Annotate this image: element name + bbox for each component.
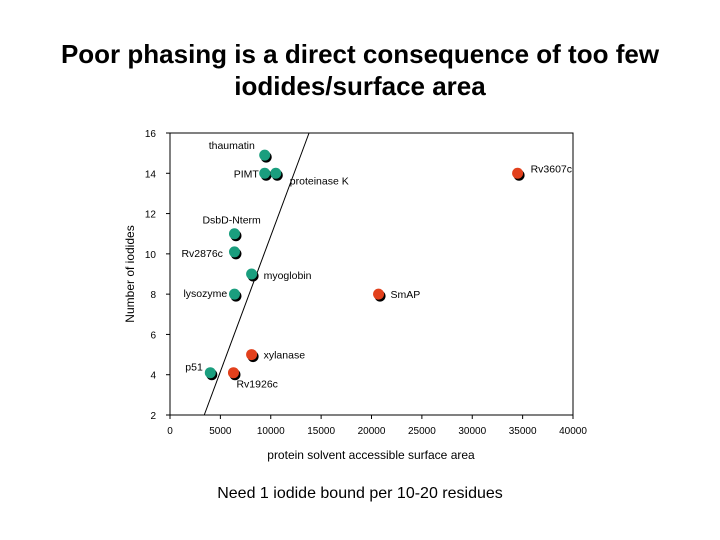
x-tick-label: 10000 (257, 426, 285, 437)
y-axis-ticks: 2 4 6 8 10 12 14 16 (145, 129, 170, 422)
y-tick-label: 4 (150, 371, 156, 382)
x-tick-label: 30000 (458, 426, 486, 437)
data-point (270, 167, 282, 179)
point-label: DsbD-Nterm (202, 215, 261, 227)
point-label: thaumatin (209, 140, 255, 152)
data-points (204, 149, 525, 381)
slide-title: Poor phasing is a direct consequence of … (20, 38, 700, 102)
point-label: SmAP (391, 289, 421, 301)
x-tick-label: 40000 (559, 426, 587, 437)
y-tick-label: 6 (150, 330, 156, 341)
point-label: Rv3607c (531, 163, 572, 175)
x-tick-label: 0 (167, 426, 173, 437)
data-point (259, 149, 271, 161)
data-point (228, 288, 240, 300)
data-point (228, 246, 240, 258)
y-tick-label: 8 (150, 290, 156, 301)
slide-title-line-1: Poor phasing is a direct consequence of … (60, 39, 660, 69)
y-tick-label: 16 (145, 129, 157, 140)
x-tick-label: 20000 (358, 426, 386, 437)
y-tick-label: 12 (145, 210, 157, 221)
x-tick-label: 15000 (307, 426, 335, 437)
data-point (227, 367, 239, 379)
point-label: p51 (185, 362, 203, 374)
x-tick-label: 35000 (509, 426, 537, 437)
data-point (512, 167, 524, 179)
data-point (246, 349, 258, 361)
x-axis-ticks: 0 5000 10000 15000 20000 25000 30000 35000 40000 (167, 415, 587, 437)
point-labels: thaumatin PIMT proteinase K Rv3607c DsbD-Nte… (181, 140, 572, 391)
data-point (373, 288, 385, 300)
point-label: PIMT (234, 168, 260, 180)
slide-title-line-2: iodides/surface area (234, 71, 486, 101)
y-tick-label: 10 (145, 250, 157, 261)
point-label: Rv1926c (236, 379, 277, 391)
data-point (246, 268, 258, 280)
data-point (228, 228, 240, 240)
y-tick-label: 14 (145, 169, 157, 180)
y-axis-title: Number of iodides (123, 225, 137, 322)
x-axis-title: protein solvent accessible surface area (267, 448, 475, 462)
point-label: Rv2876c (181, 248, 222, 260)
x-tick-label: 25000 (408, 426, 436, 437)
x-tick-label: 5000 (209, 426, 232, 437)
point-label: lysozyme (183, 288, 227, 300)
point-label: myoglobin (264, 270, 312, 282)
point-label: xylanase (264, 350, 306, 362)
data-point (259, 167, 271, 179)
data-point (204, 367, 216, 379)
point-label: proteinase K (290, 175, 349, 187)
y-tick-label: 2 (150, 411, 156, 422)
footer-note: Need 1 iodide bound per 10-20 residues (217, 485, 503, 502)
